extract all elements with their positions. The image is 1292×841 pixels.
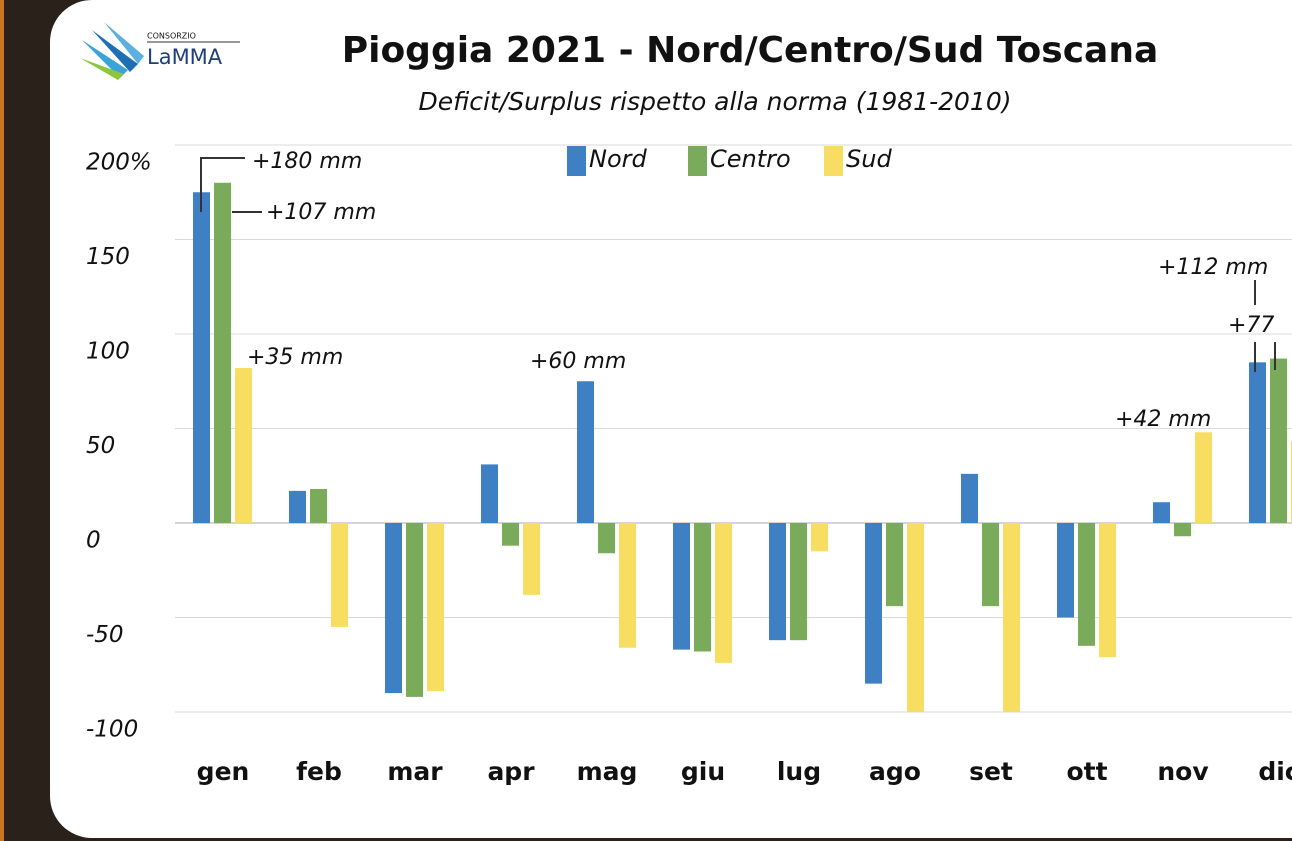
bar <box>1003 523 1020 712</box>
legend-swatch <box>688 146 707 176</box>
x-tick-label: nov <box>1157 757 1208 786</box>
edge-stripe <box>0 0 4 841</box>
x-tick-label: gen <box>197 757 250 786</box>
bar <box>331 523 348 627</box>
bar <box>1174 523 1191 537</box>
bar <box>907 523 924 712</box>
y-tick-label: 0 <box>86 528 101 554</box>
bar <box>982 523 999 607</box>
legend-label: Nord <box>589 145 648 173</box>
bar <box>406 523 423 697</box>
y-tick-label: 150 <box>86 244 130 270</box>
y-tick-label: -100 <box>86 717 138 743</box>
chart-subtitle: Deficit/Surplus rispetto alla norma (198… <box>419 87 1012 116</box>
annotation: +180 mm <box>252 149 362 174</box>
annotation: +112 mm <box>1158 255 1268 280</box>
panel <box>50 0 1292 838</box>
bar <box>694 523 711 652</box>
bar <box>427 523 444 692</box>
legend-label: Centro <box>710 145 791 173</box>
x-tick-label: apr <box>487 757 535 786</box>
logo-top: CONSORZIO <box>147 32 196 41</box>
y-tick-label: 50 <box>86 433 115 459</box>
bar <box>1153 502 1170 523</box>
bar <box>1249 362 1266 523</box>
y-tick-label: 200% <box>86 150 152 176</box>
bar <box>481 464 498 523</box>
bar <box>310 488 327 523</box>
bar <box>715 523 732 663</box>
bar <box>619 523 636 648</box>
bar <box>523 523 540 595</box>
x-tick-label: ago <box>869 757 921 786</box>
bar <box>289 490 306 523</box>
bar <box>502 523 519 546</box>
logo-stripe <box>92 30 138 72</box>
annotation: +77 <box>1228 313 1274 338</box>
bar <box>577 381 594 523</box>
bar <box>385 523 402 694</box>
leader-line <box>200 157 245 212</box>
x-tick-label: ott <box>1066 757 1107 786</box>
logo-stripe <box>104 22 144 64</box>
legend-label: Sud <box>846 145 892 173</box>
bar <box>193 192 210 523</box>
bar <box>1195 432 1212 523</box>
x-tick-label: mag <box>577 757 638 786</box>
x-tick-label: lug <box>777 757 821 786</box>
x-tick-label: mar <box>387 757 443 786</box>
bar <box>1270 358 1287 523</box>
logo-stripe <box>80 58 124 80</box>
x-tick-label: set <box>969 757 1013 786</box>
annotation: +35 mm <box>247 345 343 370</box>
bar <box>886 523 903 607</box>
bar <box>1057 523 1074 618</box>
logo-name: LaMMA <box>147 45 223 69</box>
annotation: +42 mm <box>1115 407 1211 432</box>
logo-stripe <box>82 40 128 78</box>
bar <box>235 368 252 523</box>
bar <box>598 523 615 554</box>
y-tick-label: -50 <box>86 622 124 648</box>
bar <box>790 523 807 641</box>
chart-title: Pioggia 2021 - Nord/Centro/Sud Toscana <box>342 30 1159 71</box>
logo: CONSORZIO LaMMA <box>80 22 240 80</box>
legend-swatch <box>824 146 843 176</box>
bar <box>1099 523 1116 658</box>
x-tick-label: feb <box>296 757 342 786</box>
bar <box>811 523 828 552</box>
bar <box>214 182 231 524</box>
annotation: +107 mm <box>266 200 376 225</box>
bar <box>769 523 786 641</box>
legend-swatch <box>567 146 586 176</box>
x-tick-label: giu <box>681 757 725 786</box>
bar <box>961 473 978 523</box>
y-tick-label: 100 <box>86 339 130 365</box>
bar <box>673 523 690 650</box>
x-tick-label: dic <box>1258 757 1292 786</box>
annotation: +60 mm <box>530 349 626 374</box>
bar <box>1078 523 1095 646</box>
bar <box>865 523 882 684</box>
